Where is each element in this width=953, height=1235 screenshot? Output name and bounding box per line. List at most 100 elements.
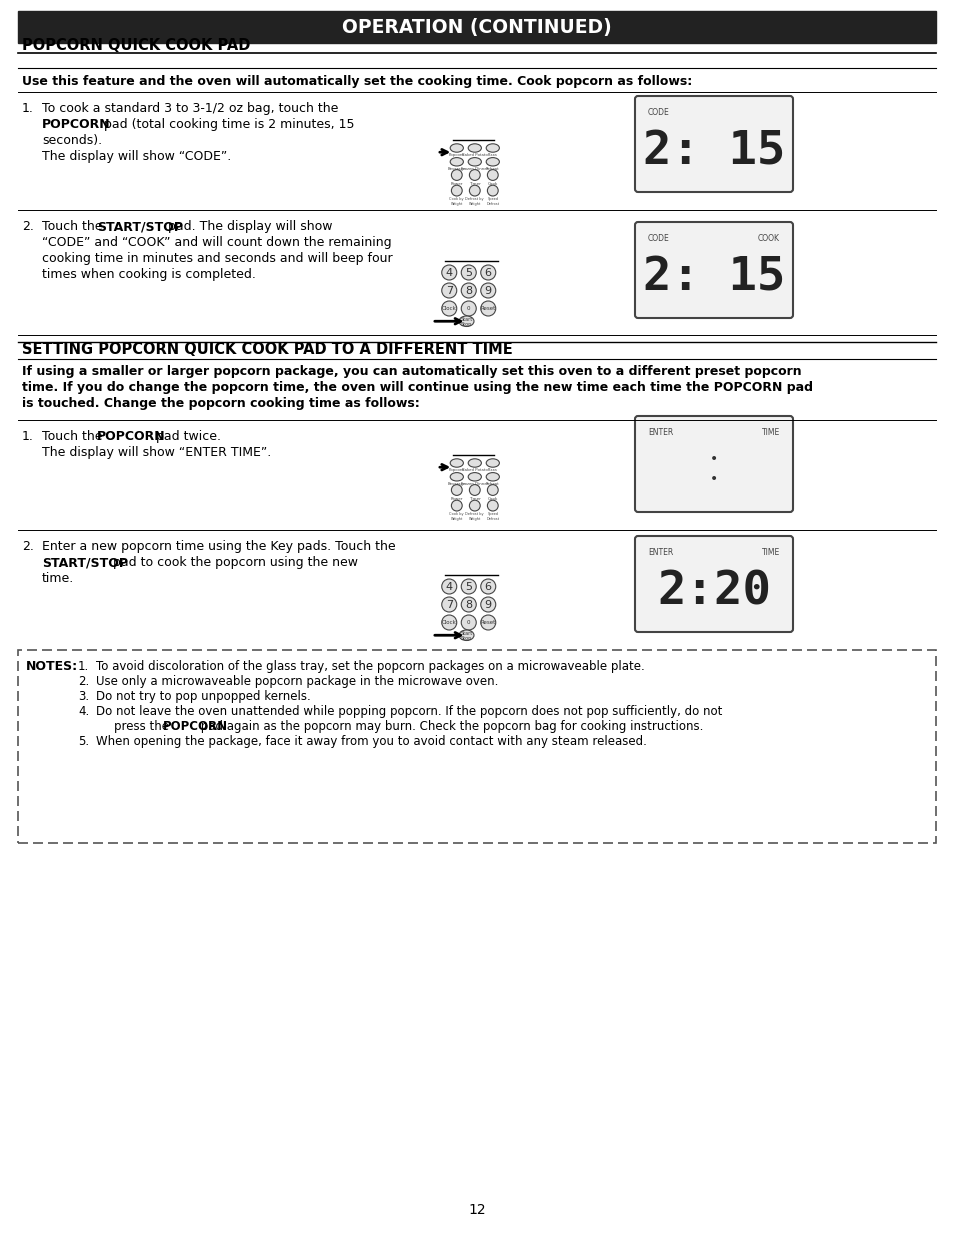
Text: time. If you do change the popcorn time, the oven will continue using the new ti: time. If you do change the popcorn time,… [22,382,812,394]
Text: is touched. Change the popcorn cooking time as follows:: is touched. Change the popcorn cooking t… [22,396,419,410]
Text: 2.: 2. [22,220,34,233]
Text: “CODE” and “COOK” and will count down the remaining: “CODE” and “COOK” and will count down th… [42,236,392,249]
Text: Cook: Cook [487,182,497,185]
Text: Cook: Cook [487,496,497,500]
Text: 2.: 2. [22,540,34,553]
Ellipse shape [486,158,498,165]
Text: The display will show “ENTER TIME”.: The display will show “ENTER TIME”. [42,446,271,459]
Text: ENTER: ENTER [647,548,673,557]
Circle shape [441,301,456,316]
Text: Speed
Defrost: Speed Defrost [486,198,498,206]
Ellipse shape [468,458,481,467]
Circle shape [441,266,456,280]
Text: ENTER: ENTER [647,429,673,437]
Text: To cook a standard 3 to 3-1/2 oz bag, touch the: To cook a standard 3 to 3-1/2 oz bag, to… [42,103,338,115]
Text: 7: 7 [445,599,453,610]
Circle shape [487,484,497,495]
Text: 12: 12 [468,1203,485,1216]
Ellipse shape [486,143,498,152]
Text: Reheat: Reheat [485,167,499,172]
Circle shape [451,169,461,180]
Text: COOK: COOK [758,233,780,243]
Bar [18,650,935,844]
Text: •
•: • • [709,452,718,485]
Text: Frozen Dinner: Frozen Dinner [460,167,488,172]
Text: 1.: 1. [22,430,34,443]
Circle shape [487,185,497,196]
Text: To avoid discoloration of the glass tray, set the popcorn packages on a microwav: To avoid discoloration of the glass tray… [96,659,644,673]
Circle shape [460,579,476,594]
Text: times when cooking is completed.: times when cooking is completed. [42,268,255,282]
Ellipse shape [468,143,481,152]
Text: pad twice.: pad twice. [152,430,221,443]
Text: Reheat: Reheat [485,482,499,487]
Text: Start: Start [460,316,472,322]
Text: POPCORN: POPCORN [42,119,111,131]
Text: 3.: 3. [78,690,89,703]
Text: 5: 5 [465,582,472,592]
Circle shape [469,484,479,495]
Text: OPERATION (CONTINUED): OPERATION (CONTINUED) [342,17,611,37]
Text: Timer: Timer [468,496,480,500]
Text: CODE: CODE [647,107,669,117]
Text: 0: 0 [467,306,470,311]
Text: Power: Power [450,496,462,500]
Text: Speed
Defrost: Speed Defrost [486,513,498,521]
Text: Beverage: Beverage [447,482,466,487]
Text: Pizza: Pizza [487,153,497,157]
Ellipse shape [450,473,463,480]
Text: Popcorn: Popcorn [449,153,464,157]
Text: 6: 6 [484,268,491,278]
Text: 2: 15: 2: 15 [642,256,784,300]
Ellipse shape [486,473,498,480]
Text: Timer: Timer [468,182,480,185]
Text: 9: 9 [484,599,492,610]
Circle shape [441,615,456,630]
Text: TIME: TIME [760,429,780,437]
Text: Stop: Stop [460,322,472,327]
Circle shape [469,185,479,196]
Text: POPCORN: POPCORN [97,430,166,443]
Text: 5.: 5. [78,735,89,748]
Text: Defrost by
Weight: Defrost by Weight [465,198,483,206]
Text: pad. The display will show: pad. The display will show [164,220,333,233]
Circle shape [469,500,479,511]
Text: Defrost by
Weight: Defrost by Weight [465,513,483,521]
Text: Touch the: Touch the [42,430,107,443]
Text: Pizza: Pizza [487,468,497,473]
Circle shape [460,266,476,280]
Text: Cook by
Weight: Cook by Weight [449,513,463,521]
Text: Stop: Stop [460,636,472,641]
Text: 4.: 4. [78,705,90,718]
Text: 8: 8 [465,285,472,295]
Text: Beverage: Beverage [447,167,466,172]
FancyBboxPatch shape [635,96,792,191]
Text: 2:20: 2:20 [657,569,770,615]
Circle shape [451,185,461,196]
Text: 6: 6 [484,582,491,592]
Circle shape [460,615,476,630]
Text: 9: 9 [484,285,492,295]
Text: 2.: 2. [78,676,90,688]
Circle shape [451,500,461,511]
Text: 4: 4 [445,582,453,592]
Circle shape [480,615,496,630]
FancyBboxPatch shape [635,536,792,632]
Text: When opening the package, face it away from you to avoid contact with any steam : When opening the package, face it away f… [96,735,646,748]
Text: 1.: 1. [22,103,34,115]
Text: Clock: Clock [441,620,456,625]
Circle shape [487,500,497,511]
FancyBboxPatch shape [635,416,792,513]
Ellipse shape [450,458,463,467]
Text: Baked Potato: Baked Potato [461,468,487,473]
Text: NOTES:: NOTES: [26,659,78,673]
Text: The display will show “CODE”.: The display will show “CODE”. [42,149,231,163]
Circle shape [460,597,476,613]
Text: Power: Power [450,182,462,185]
Text: Cook by
Weight: Cook by Weight [449,198,463,206]
Circle shape [441,579,456,594]
Text: pad (total cooking time is 2 minutes, 15: pad (total cooking time is 2 minutes, 15 [100,119,355,131]
Text: Use this feature and the oven will automatically set the cooking time. Cook popc: Use this feature and the oven will autom… [22,75,692,88]
Text: TIME: TIME [760,548,780,557]
Text: 0: 0 [467,620,470,625]
